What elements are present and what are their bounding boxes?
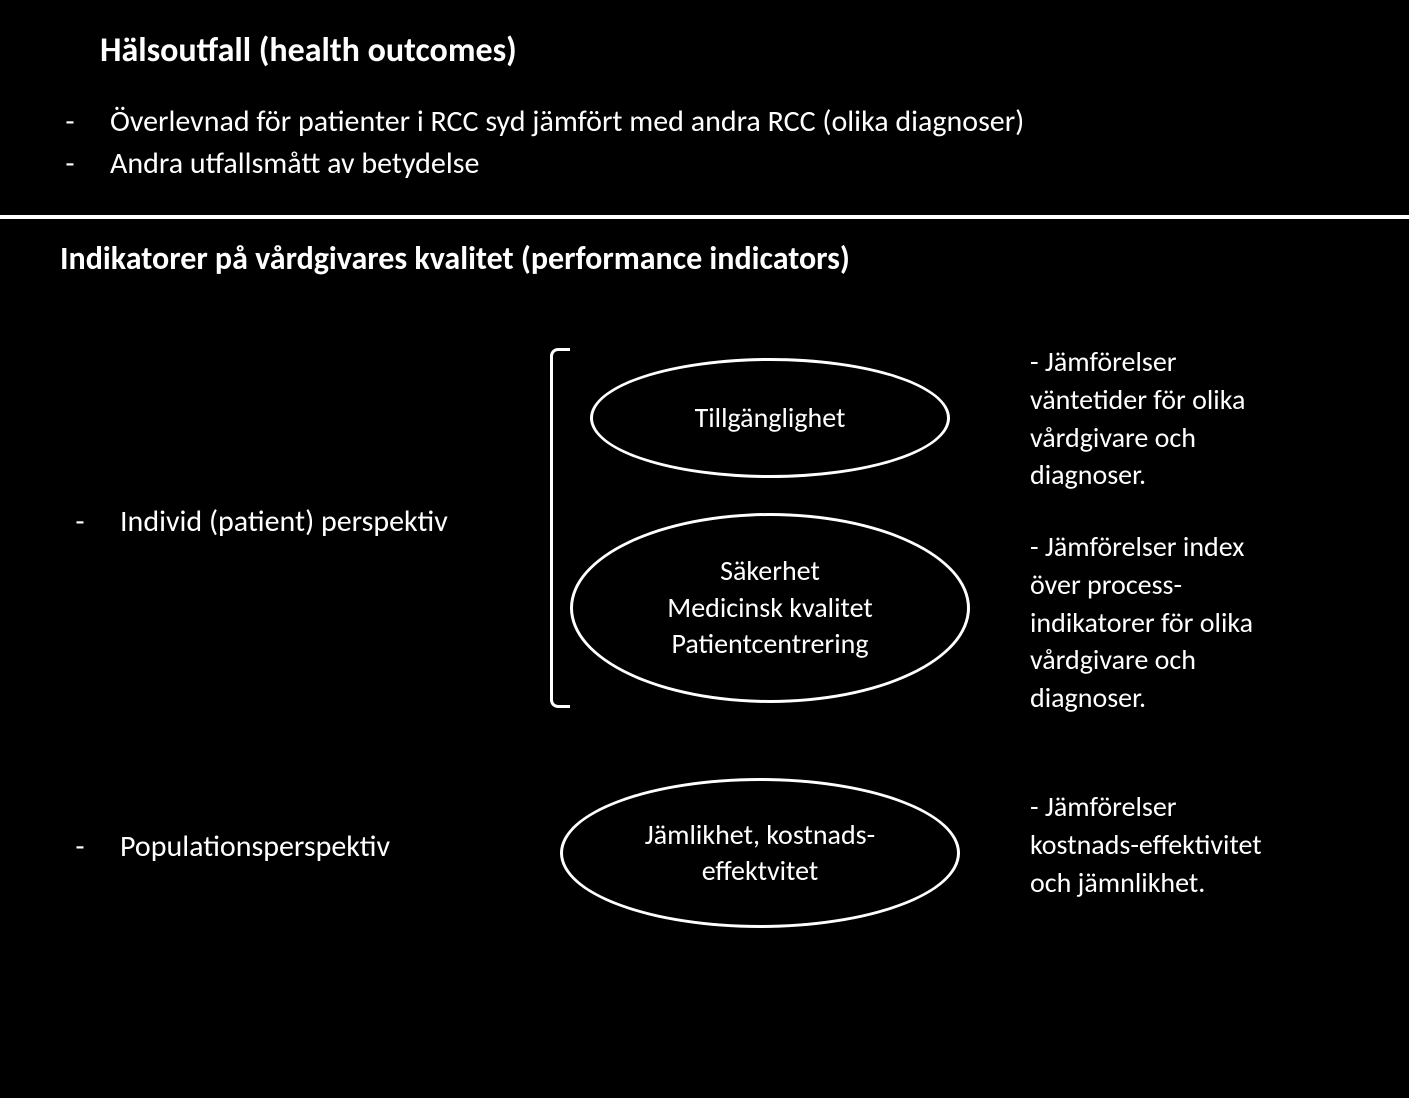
note-waiting-times: - Jämförelser väntetider för olika vårdg… [1030,343,1290,494]
list-item: - Andra utfallsmått av betydelse [60,143,1349,185]
perspective-individ: - Individ (patient) perspektiv [70,503,448,540]
perspective-population-label: Populationsperspektiv [120,828,390,865]
bracket [550,348,570,708]
bullet-text: Andra utfallsmått av betydelse [110,143,479,185]
dash-icon: - [60,143,80,185]
list-item: - Överlevnad för patienter i RCC syd jäm… [60,101,1349,143]
diagram-area: - Individ (patient) perspektiv - Populat… [60,298,1369,1078]
perspective-individ-label: Individ (patient) perspektiv [120,503,448,540]
ellipse-text: Jämlikhet, kostnads- effektvitet [645,817,875,890]
heading-health-outcomes: Hälsoutfall (health outcomes) [100,30,1349,71]
dash-icon: - [70,503,90,540]
ellipse-text: Säkerhet Medicinsk kvalitet Patientcentr… [667,553,872,662]
ellipse-text: Tillgänglighet [695,400,846,436]
perspective-population: - Populationsperspektiv [70,828,390,865]
top-section: Hälsoutfall (health outcomes) - Överlevn… [0,0,1409,219]
note-cost-effectiveness: - Jämförelser kostnads-effektivitet och … [1030,788,1290,901]
note-process-indicators: - Jämförelser index över process-indikat… [1030,528,1290,717]
dash-icon: - [60,101,80,143]
outcomes-bullet-list: - Överlevnad för patienter i RCC syd jäm… [60,101,1349,185]
bullet-text: Överlevnad för patienter i RCC syd jämfö… [110,101,1024,143]
bottom-section: Indikatorer på vårdgivares kvalitet (per… [0,219,1409,1098]
dash-icon: - [70,828,90,865]
heading-performance-indicators: Indikatorer på vårdgivares kvalitet (per… [60,239,1369,278]
ellipse-tillganglighet: Tillgänglighet [590,358,950,478]
ellipse-jamlikhet: Jämlikhet, kostnads- effektvitet [560,778,960,928]
ellipse-sakerhet: Säkerhet Medicinsk kvalitet Patientcentr… [570,513,970,703]
